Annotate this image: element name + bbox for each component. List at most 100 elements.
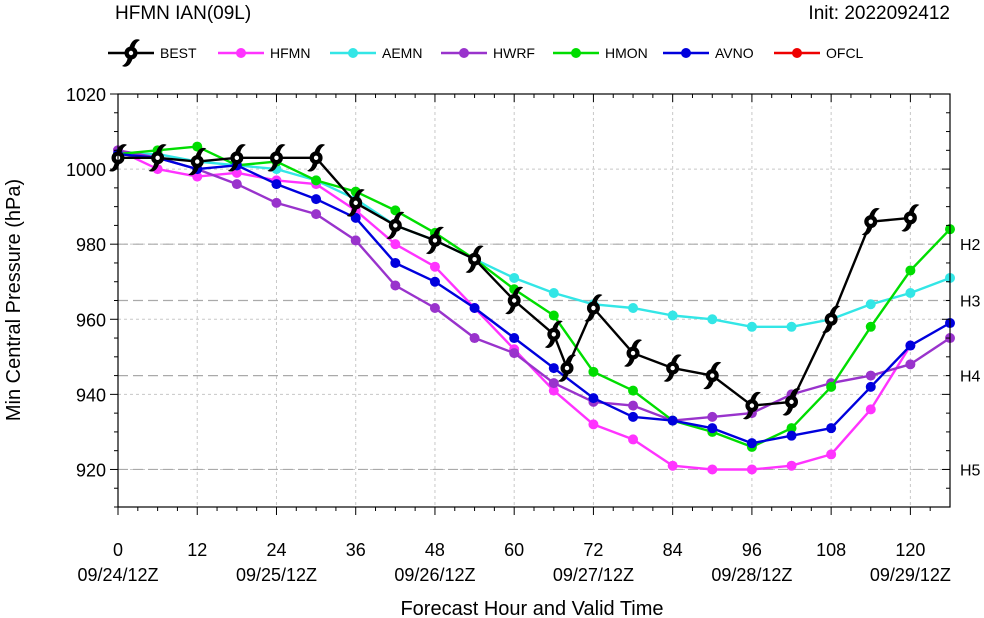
avno-point: [469, 303, 480, 314]
hmon-point: [865, 321, 876, 332]
best-track-point: [346, 189, 365, 217]
hfmn-point: [588, 419, 599, 430]
legend-item-hmon: HMON: [553, 45, 648, 61]
hfmn-point: [826, 449, 837, 460]
y-tick-label: 920: [76, 460, 106, 480]
hfmn-point: [548, 385, 559, 396]
legend-hurricane-icon: [122, 39, 140, 67]
legend-label-ofcl: OFCL: [826, 45, 864, 61]
best-track-point: [505, 286, 524, 315]
y-tick-label: 980: [76, 235, 106, 255]
aemn-point: [786, 321, 797, 332]
hfmn-point: [390, 239, 401, 250]
best-track-point: [703, 361, 722, 390]
hmon-point: [311, 175, 322, 186]
best-track-point: [584, 294, 603, 322]
hwrf-point: [707, 411, 718, 422]
hwrf-point: [350, 235, 361, 246]
legend-label-avno: AVNO: [715, 45, 754, 61]
legend-label-hfmn: HFMN: [270, 45, 310, 61]
hwrf-point: [865, 370, 876, 381]
hfmn-point: [865, 404, 876, 415]
avno-point: [548, 363, 559, 374]
best-track-point: [386, 211, 405, 240]
x-tick-label: 96: [742, 540, 762, 560]
hfmn-point: [667, 460, 678, 471]
y-tick-label: 940: [76, 385, 106, 405]
x-date-label: 09/24/12Z: [77, 565, 158, 585]
legend-item-avno: AVNO: [663, 45, 754, 61]
x-tick-label: 48: [425, 540, 445, 560]
hwrf-point: [311, 209, 322, 220]
series-hwrf: [113, 145, 955, 426]
legend-marker: [792, 48, 802, 58]
hmon-point: [588, 366, 599, 377]
avno-point: [429, 276, 440, 287]
hwrf-point: [271, 197, 282, 208]
category-label-h2: H2: [960, 237, 981, 254]
x-tick-label: 24: [266, 540, 286, 560]
aemn-point: [707, 314, 718, 325]
x-tick-label: 84: [663, 540, 683, 560]
x-date-label: 09/26/12Z: [394, 565, 475, 585]
series-avno: [113, 149, 955, 449]
x-axis-label: Forecast Hour and Valid Time: [400, 598, 663, 618]
x-tick-label: 72: [583, 540, 603, 560]
avno-point: [707, 423, 718, 434]
hfmn-point: [746, 464, 757, 475]
best-track-point: [188, 147, 207, 176]
aemn-point: [905, 287, 916, 298]
avno-point: [905, 340, 916, 351]
hfmn-point: [628, 434, 639, 445]
aemn-point: [509, 272, 520, 283]
best-track-point: [861, 207, 880, 236]
x-tick-label: 0: [113, 540, 123, 560]
category-label-h4: H4: [960, 369, 981, 386]
hwrf-point: [231, 179, 242, 190]
hfmn-point: [192, 171, 203, 182]
hmon-point: [786, 423, 797, 434]
best-track-point: [901, 204, 920, 232]
best-track-point: [742, 391, 761, 420]
x-tick-label: 120: [895, 540, 925, 560]
x-tick-label: 12: [187, 540, 207, 560]
legend-item-hfmn: HFMN: [218, 45, 310, 61]
ticks: 0 12 24 36 48 60 72 84 96 108 120 09/24/12Z 09/25/12…: [66, 85, 951, 585]
hwrf-point: [905, 359, 916, 370]
avno-point: [865, 381, 876, 392]
hwrf-point: [509, 348, 520, 359]
series-line-avno: [117, 152, 951, 445]
y-tick-label: 1000: [66, 160, 106, 180]
y-tick-label: 960: [76, 310, 106, 330]
legend-item-aemn: AEMN: [330, 45, 422, 61]
hwrf-point: [429, 303, 440, 314]
x-tick-label: 60: [504, 540, 524, 560]
y-tick-label: 1020: [66, 85, 106, 105]
series-layer: [109, 141, 955, 475]
best-track-point: [624, 339, 643, 367]
legend-marker: [681, 48, 691, 58]
legend-item-best: BEST: [108, 39, 197, 67]
legend-marker: [571, 48, 581, 58]
hmon-point: [905, 265, 916, 276]
avno-point: [350, 212, 361, 223]
hfmn-point: [429, 261, 440, 272]
avno-point: [786, 430, 797, 441]
legend-item-hwrf: HWRF: [441, 45, 535, 61]
legend-marker: [459, 48, 469, 58]
best-track-point: [267, 144, 286, 172]
hwrf-point: [469, 333, 480, 344]
init-time: Init: 2022092412: [808, 3, 950, 24]
avno-point: [390, 257, 401, 268]
avno-point: [667, 415, 678, 426]
hwrf-point: [390, 280, 401, 291]
best-track-point: [663, 354, 682, 382]
chart-title: HFMN IAN(09L): [115, 3, 251, 24]
legend: BEST HFMN AEMN HWRF HMON AVNO OFCL: [108, 39, 864, 67]
x-date-label: 09/25/12Z: [236, 565, 317, 585]
best-track-point: [558, 354, 577, 382]
aemn-point: [746, 321, 757, 332]
best-track-point: [425, 226, 444, 255]
legend-label-hwrf: HWRF: [493, 45, 535, 61]
legend-marker: [348, 48, 358, 58]
